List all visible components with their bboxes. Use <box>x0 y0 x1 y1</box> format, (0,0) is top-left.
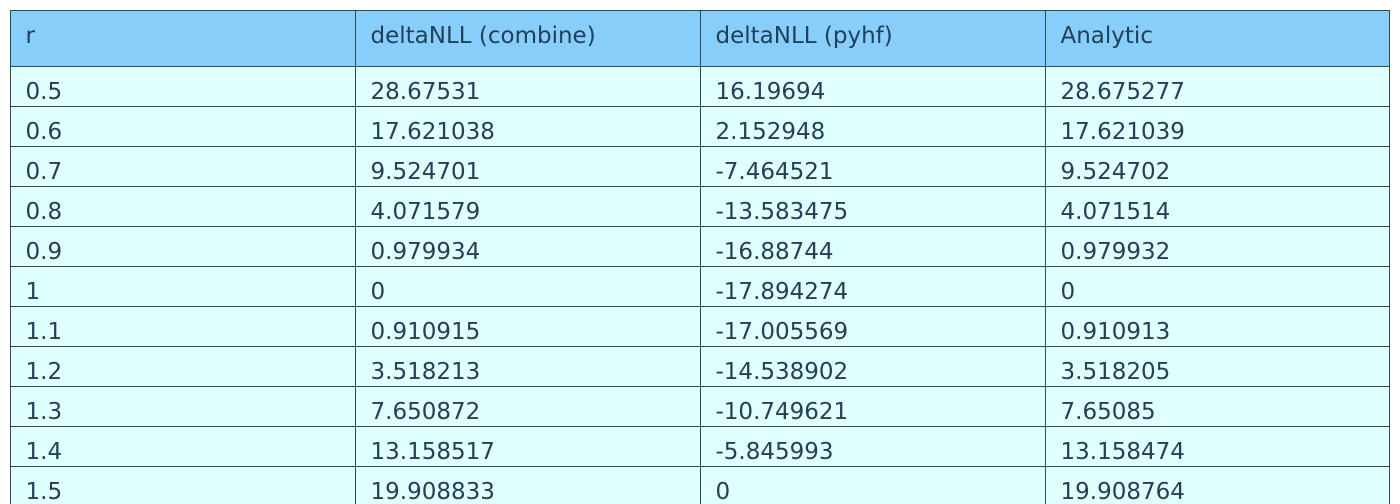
table-row: 1 0 -17.894274 0 <box>11 265 1389 307</box>
cell-deltanll-pyhf: -16.88744 <box>699 225 1046 267</box>
cell-r: 1.2 <box>11 345 356 387</box>
cell-r: 0.6 <box>11 105 356 147</box>
table-row: 0.7 9.524701 -7.464521 9.524702 <box>11 145 1389 187</box>
cell-deltanll-pyhf: -17.894274 <box>699 265 1046 307</box>
cell-r: 0.7 <box>11 145 356 187</box>
cell-deltanll-combine: 0 <box>354 265 701 307</box>
cell-deltanll-combine: 9.524701 <box>354 145 701 187</box>
table-row: 1.4 13.158517 -5.845993 13.158474 <box>11 425 1389 467</box>
header-row: r deltaNLL (combine) deltaNLL (pyhf) Ana… <box>11 11 1389 67</box>
header-cell-r: r <box>11 11 356 67</box>
cell-deltanll-combine: 13.158517 <box>354 425 701 467</box>
cell-analytic: 7.65085 <box>1044 385 1389 427</box>
cell-deltanll-combine: 7.650872 <box>354 385 701 427</box>
cell-analytic: 0.979932 <box>1044 225 1389 267</box>
table-row: 0.5 28.67531 16.19694 28.675277 <box>11 65 1389 107</box>
header-cell-deltanll-combine: deltaNLL (combine) <box>354 11 701 67</box>
cell-deltanll-pyhf: 16.19694 <box>699 65 1046 107</box>
cell-deltanll-pyhf: -10.749621 <box>699 385 1046 427</box>
cell-r: 1.1 <box>11 305 356 347</box>
cell-analytic: 3.518205 <box>1044 345 1389 387</box>
cell-deltanll-combine: 17.621038 <box>354 105 701 147</box>
cell-r: 1.4 <box>11 425 356 467</box>
data-table: r deltaNLL (combine) deltaNLL (pyhf) Ana… <box>11 11 1389 504</box>
table-row: 1.1 0.910915 -17.005569 0.910913 <box>11 305 1389 347</box>
table-body: 0.5 28.67531 16.19694 28.675277 0.6 17.621038… <box>11 65 1389 504</box>
cell-analytic: 4.071514 <box>1044 185 1389 227</box>
cell-deltanll-combine: 19.908833 <box>354 465 701 504</box>
cell-r: 1.3 <box>11 385 356 427</box>
table-row: 0.6 17.621038 2.152948 17.621039 <box>11 105 1389 147</box>
cell-deltanll-combine: 0.979934 <box>354 225 701 267</box>
cell-deltanll-pyhf: -17.005569 <box>699 305 1046 347</box>
header-cell-analytic: Analytic <box>1044 11 1389 67</box>
cell-r: 0.5 <box>11 65 356 107</box>
table-row: 1.3 7.650872 -10.749621 7.65085 <box>11 385 1389 427</box>
cell-deltanll-pyhf: 2.152948 <box>699 105 1046 147</box>
cell-analytic: 0 <box>1044 265 1389 307</box>
cell-analytic: 13.158474 <box>1044 425 1389 467</box>
table-row: 0.9 0.979934 -16.88744 0.979932 <box>11 225 1389 267</box>
cell-analytic: 17.621039 <box>1044 105 1389 147</box>
cell-deltanll-combine: 28.67531 <box>354 65 701 107</box>
cell-deltanll-combine: 3.518213 <box>354 345 701 387</box>
cell-analytic: 0.910913 <box>1044 305 1389 347</box>
cell-r: 1 <box>11 265 356 307</box>
header-cell-deltanll-pyhf: deltaNLL (pyhf) <box>699 11 1046 67</box>
cell-r: 0.8 <box>11 185 356 227</box>
cell-deltanll-pyhf: -13.583475 <box>699 185 1046 227</box>
cell-analytic: 28.675277 <box>1044 65 1389 107</box>
cell-analytic: 19.908764 <box>1044 465 1389 504</box>
data-table-container: r deltaNLL (combine) deltaNLL (pyhf) Ana… <box>10 10 1390 504</box>
cell-r: 0.9 <box>11 225 356 267</box>
cell-deltanll-combine: 0.910915 <box>354 305 701 347</box>
cell-deltanll-pyhf: 0 <box>699 465 1046 504</box>
cell-deltanll-combine: 4.071579 <box>354 185 701 227</box>
cell-deltanll-pyhf: -5.845993 <box>699 425 1046 467</box>
cell-analytic: 9.524702 <box>1044 145 1389 187</box>
cell-deltanll-pyhf: -7.464521 <box>699 145 1046 187</box>
table-row: 0.8 4.071579 -13.583475 4.071514 <box>11 185 1389 227</box>
cell-deltanll-pyhf: -14.538902 <box>699 345 1046 387</box>
cell-r: 1.5 <box>11 465 356 504</box>
table-header: r deltaNLL (combine) deltaNLL (pyhf) Ana… <box>11 11 1389 67</box>
table-row: 1.5 19.908833 0 19.908764 <box>11 465 1389 504</box>
table-row: 1.2 3.518213 -14.538902 3.518205 <box>11 345 1389 387</box>
